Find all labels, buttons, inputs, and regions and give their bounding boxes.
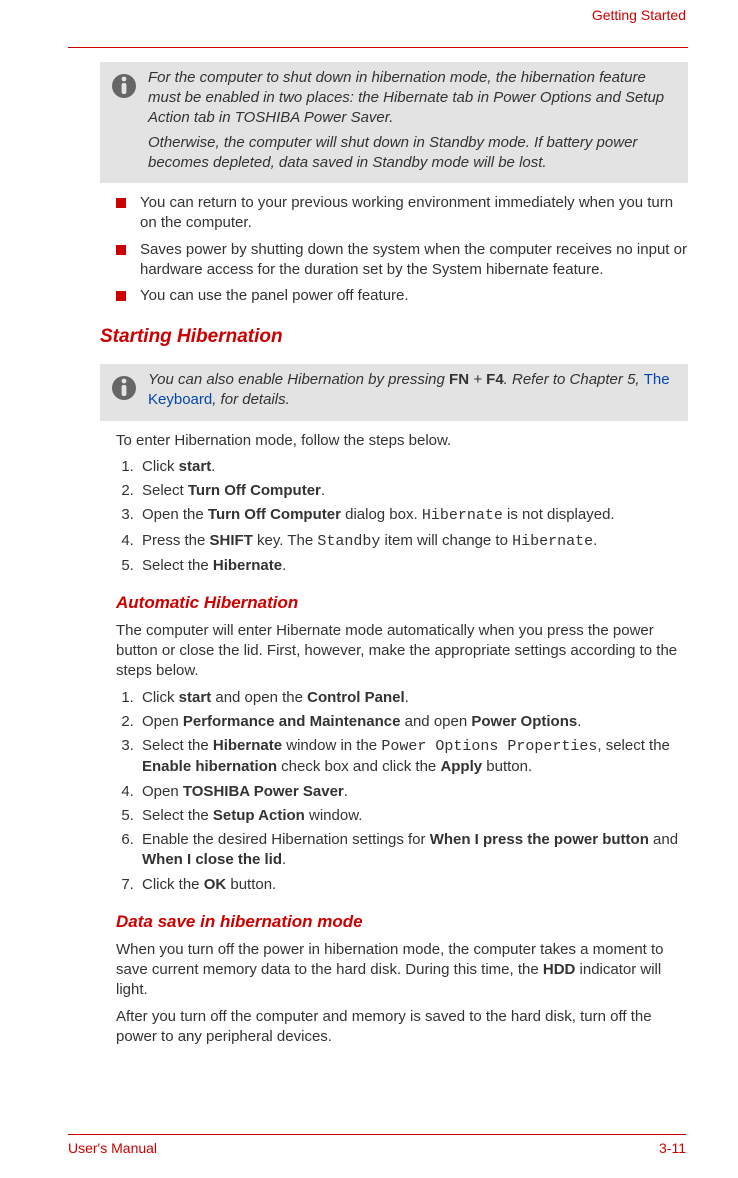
header-section: Getting Started [0, 6, 738, 25]
feature-item: Saves power by shutting down the system … [116, 240, 688, 281]
starting-intro: To enter Hibernation mode, follow the st… [116, 431, 688, 451]
datasave-p1: When you turn off the power in hibernati… [116, 940, 688, 1001]
note-box-hibernation-enable: For the computer to shut down in hiberna… [100, 62, 688, 183]
step: Open TOSHIBA Power Saver. [138, 782, 688, 802]
datasave-p2: After you turn off the computer and memo… [116, 1007, 688, 1048]
step: Click the OK button. [138, 875, 688, 895]
footer-page-number: 3-11 [659, 1139, 686, 1158]
step: Open Performance and Maintenance and ope… [138, 712, 688, 732]
feature-list: You can return to your previous working … [116, 193, 688, 306]
starting-steps: Click start. Select Turn Off Computer. O… [116, 457, 688, 576]
step: Select Turn Off Computer. [138, 481, 688, 501]
note1-p2: Otherwise, the computer will shut down i… [148, 133, 678, 174]
top-rule [68, 47, 688, 48]
note2-post: . Refer to Chapter 5, [504, 371, 644, 388]
note2-text: You can also enable Hibernation by press… [148, 370, 678, 411]
note2-tail: , for details. [212, 391, 290, 408]
note2-key1: FN [449, 371, 469, 388]
note2-pre: You can also enable Hibernation by press… [148, 371, 449, 388]
info-icon [110, 72, 138, 100]
heading-data-save: Data save in hibernation mode [116, 911, 688, 934]
step: Select the Hibernate. [138, 556, 688, 576]
auto-intro: The computer will enter Hibernate mode a… [116, 621, 688, 682]
step: Enable the desired Hibernation settings … [138, 830, 688, 871]
heading-automatic-hibernation: Automatic Hibernation [116, 592, 688, 615]
step: Click start. [138, 457, 688, 477]
feature-item: You can return to your previous working … [116, 193, 688, 234]
note-box-fn-f4: You can also enable Hibernation by press… [100, 364, 688, 421]
page-footer: User's Manual 3-11 [0, 1134, 738, 1158]
note1-p1: For the computer to shut down in hiberna… [148, 68, 678, 129]
heading-starting-hibernation: Starting Hibernation [100, 324, 688, 350]
step: Select the Hibernate window in the Power… [138, 736, 688, 778]
note2-key2: F4 [486, 371, 504, 388]
step: Click start and open the Control Panel. [138, 688, 688, 708]
step: Press the SHIFT key. The Standby item wi… [138, 531, 688, 552]
footer-left: User's Manual [68, 1139, 157, 1158]
info-icon [110, 374, 138, 402]
auto-steps: Click start and open the Control Panel. … [116, 688, 688, 895]
step: Select the Setup Action window. [138, 806, 688, 826]
note2-plus: + [469, 371, 486, 388]
feature-item: You can use the panel power off feature. [116, 286, 688, 306]
step: Open the Turn Off Computer dialog box. H… [138, 505, 688, 526]
